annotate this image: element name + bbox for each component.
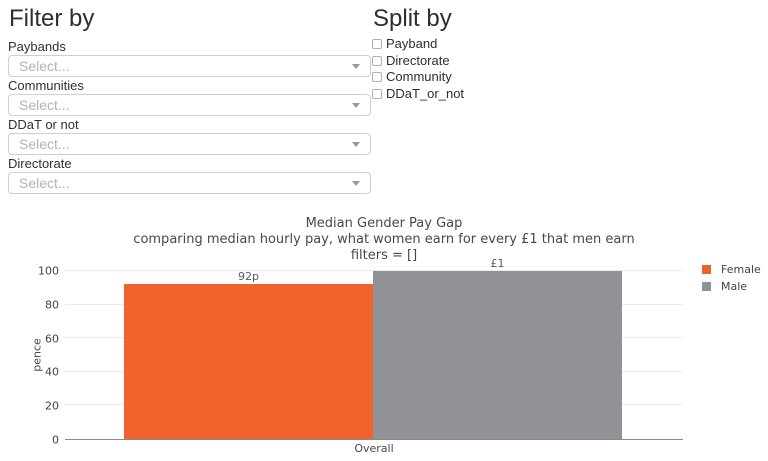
legend-label-female[interactable]: Female: [721, 263, 761, 276]
chart-legend: Female Male: [702, 264, 761, 298]
y-axis-ticks: 0 20 40 60 80 100: [0, 265, 62, 447]
directorate-checkbox-label[interactable]: Directorate: [386, 52, 450, 68]
directorate-label: Directorate: [8, 156, 72, 171]
chevron-down-icon[interactable]: [352, 142, 360, 147]
chart-subtitle: comparing median hourly pay, what women …: [133, 232, 635, 247]
directorate-dropdown[interactable]: Select...: [8, 172, 371, 194]
female-swatch-icon: [702, 265, 711, 274]
chevron-down-icon[interactable]: [352, 64, 360, 69]
y-tick-label: 100: [38, 264, 59, 278]
split-option-directorate[interactable]: Directorate: [372, 52, 464, 68]
bar-rect-male: [373, 271, 622, 439]
payband-checkbox-label[interactable]: Payband: [386, 36, 438, 51]
chart-filters-line: filters = []: [350, 248, 418, 263]
x-axis-category-label: Overall: [354, 442, 394, 455]
y-axis-title: pence: [30, 338, 44, 372]
chart-title-block: Median Gender Pay Gap comparing median h…: [0, 216, 768, 264]
directorate-checkbox[interactable]: [372, 55, 382, 66]
split-options: Payband Directorate Community DDaT_or_no…: [372, 37, 464, 103]
filter-group-communities: Communities Select...: [8, 79, 371, 116]
bar-label-female: 92p: [238, 270, 259, 284]
chevron-down-icon[interactable]: [352, 103, 360, 108]
male-swatch-icon: [702, 282, 711, 291]
paybands-label: Paybands: [8, 39, 66, 54]
paybands-dropdown[interactable]: Select...: [8, 55, 371, 77]
communities-placeholder: Select...: [19, 97, 70, 113]
y-tick-label: 0: [52, 433, 59, 447]
filter-panel: Filter by Paybands Select... Communities…: [8, 0, 371, 205]
filter-group-paybands: Paybands Select...: [8, 40, 371, 77]
bar-label-male: £1: [490, 257, 505, 270]
legend-item-male[interactable]: Male: [702, 281, 761, 292]
split-option-community[interactable]: Community: [372, 70, 464, 84]
community-checkbox-label[interactable]: Community: [386, 69, 452, 84]
split-by-heading: Split by: [373, 5, 452, 32]
bar-female: 92p: [124, 270, 373, 439]
split-option-payband[interactable]: Payband: [372, 37, 464, 51]
y-tick-label: 40: [45, 365, 59, 379]
filter-by-heading: Filter by: [9, 5, 95, 32]
gridline: [65, 270, 683, 271]
ddat-or-not-checkbox-label[interactable]: DDaT_or_not: [386, 85, 465, 101]
directorate-placeholder: Select...: [19, 175, 70, 191]
ddat-or-not-checkbox[interactable]: [372, 88, 382, 99]
ddat-dropdown[interactable]: Select...: [8, 133, 371, 155]
chart-title: Median Gender Pay Gap: [305, 216, 463, 231]
plot-area: 92p £1: [65, 257, 683, 440]
bar-rect-female: [124, 284, 373, 439]
paybands-placeholder: Select...: [19, 58, 70, 74]
y-tick-label: 60: [45, 332, 59, 346]
chevron-down-icon[interactable]: [352, 181, 360, 186]
legend-label-male[interactable]: Male: [721, 280, 748, 293]
ddat-placeholder: Select...: [19, 136, 70, 152]
y-tick-label: 80: [45, 298, 59, 312]
communities-label: Communities: [8, 78, 84, 93]
filter-group-ddat: DDaT or not Select...: [8, 118, 371, 155]
split-option-ddat-or-not[interactable]: DDaT_or_not: [372, 85, 465, 101]
payband-checkbox[interactable]: [372, 39, 382, 49]
gender-pay-gap-chart: Median Gender Pay Gap comparing median h…: [0, 213, 768, 461]
community-checkbox[interactable]: [372, 72, 382, 82]
y-tick-label: 20: [45, 399, 59, 413]
filter-group-directorate: Directorate Select...: [8, 157, 371, 194]
communities-dropdown[interactable]: Select...: [8, 94, 371, 116]
legend-item-female[interactable]: Female: [702, 264, 761, 275]
bar-male: £1: [373, 257, 622, 439]
ddat-label: DDaT or not: [8, 117, 79, 132]
